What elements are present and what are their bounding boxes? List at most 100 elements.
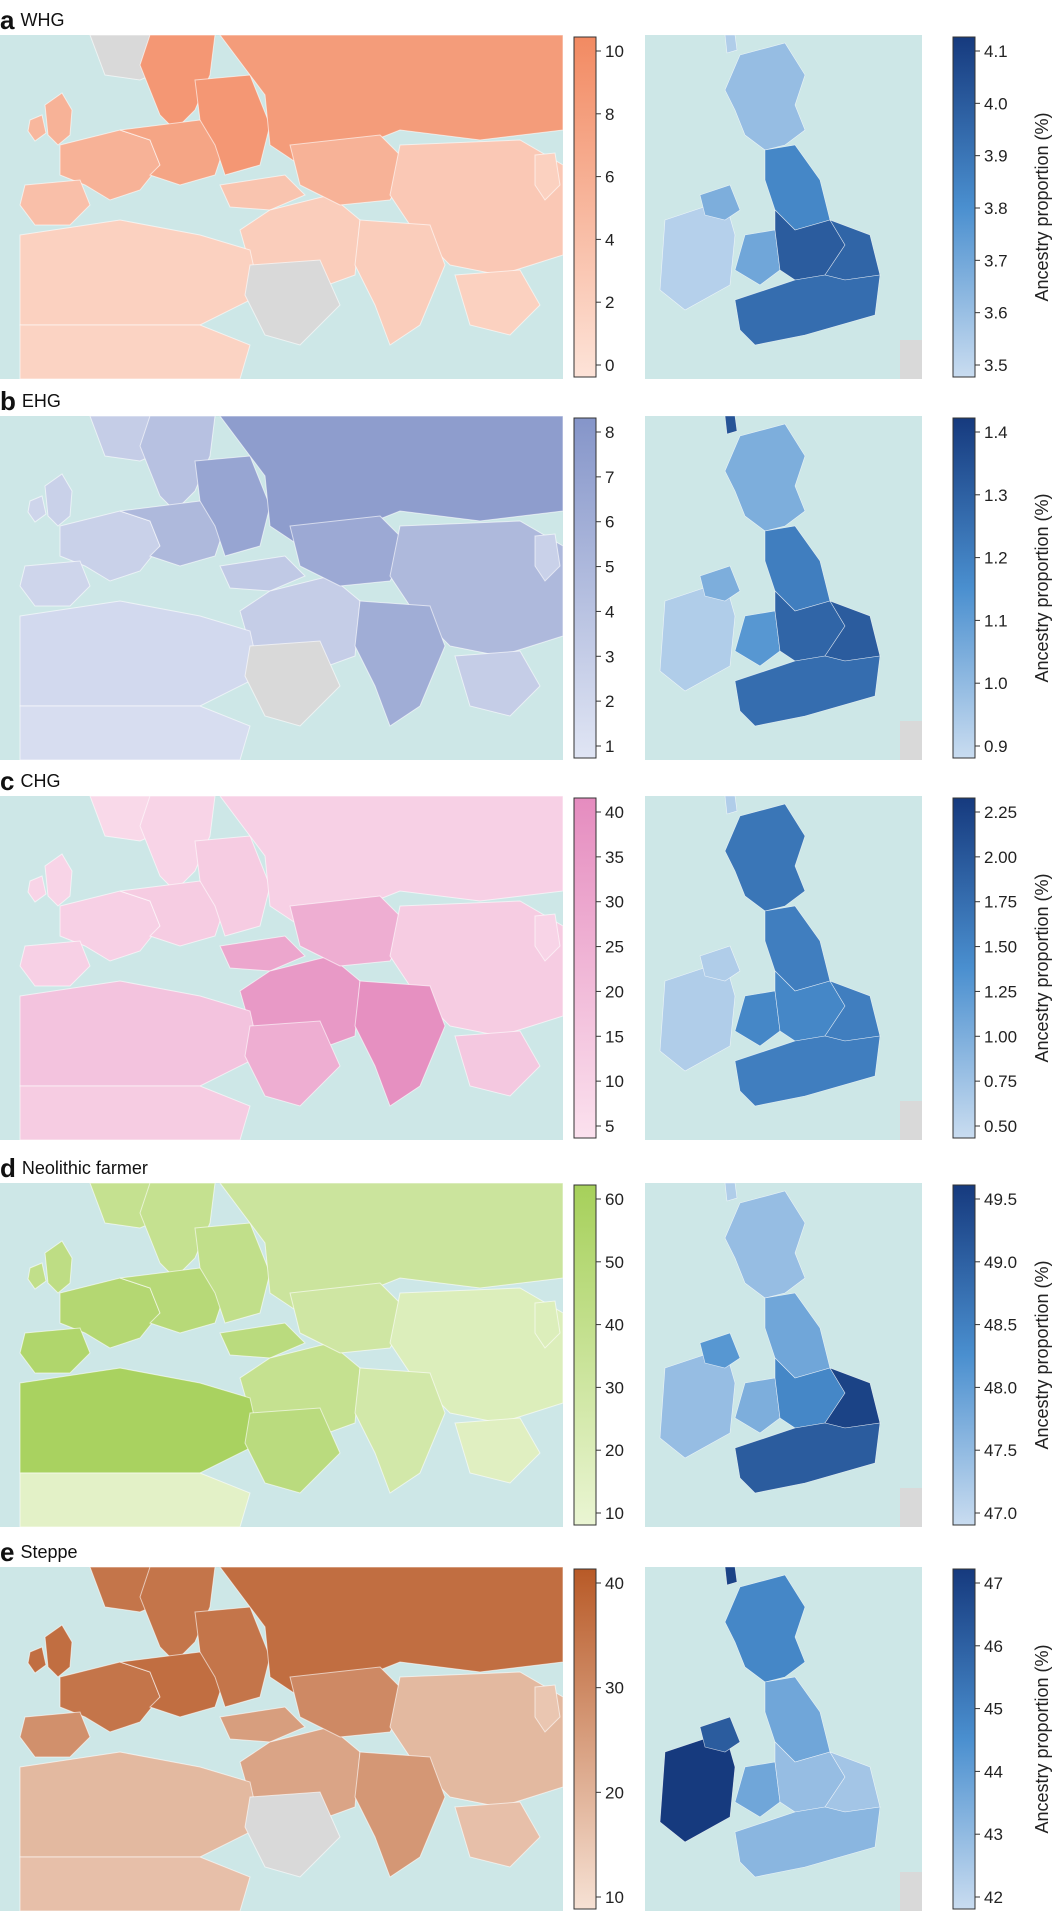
- colorbar-tick-label: 5: [605, 1117, 614, 1136]
- uk-region-wales: [734, 990, 781, 1047]
- colorbar-gradient: [573, 1568, 597, 1910]
- uk-region-nIreland: [699, 1332, 741, 1369]
- panel-letter: b: [0, 386, 16, 416]
- colorbar-tick-label: 6: [605, 168, 614, 187]
- colorbar-tick-label: 1.3: [984, 486, 1008, 505]
- region-turkey: [219, 1706, 306, 1743]
- panel-letter: c: [0, 766, 15, 796]
- panel-steppe: e Steppe 10 20 30 40 42 43 44 45 46 47 Ancestry p…: [0, 1539, 1057, 1912]
- panel-ehg: b EHG 1 2 3 4 5 6 7 8 0.9 1.0 1.1 1.2 1.3 1.4 Ancestr…: [0, 386, 1057, 761]
- region-iberia: [19, 179, 91, 226]
- colorbar-axis-label: Ancestry proportion (%): [1032, 493, 1052, 682]
- uk-region-wales: [734, 1377, 781, 1434]
- world-choropleth-map: [0, 416, 563, 760]
- region-arabia: [244, 1791, 341, 1878]
- region-centralAsia: [289, 515, 411, 587]
- uk-no-data-area: [900, 340, 922, 379]
- colorbar-tick-label: 30: [605, 1679, 624, 1698]
- region-centralAsia: [289, 1666, 411, 1738]
- region-japan: [534, 152, 561, 201]
- uk-choropleth-map: [645, 1567, 922, 1911]
- region-india: [354, 600, 446, 727]
- uk-region-scotland: [724, 1574, 806, 1683]
- region-britain: [44, 1624, 73, 1678]
- region-subAfrica: [19, 705, 251, 760]
- region-britain: [44, 1240, 73, 1294]
- world-choropleth-map: [0, 796, 563, 1140]
- uk-choropleth-map: [645, 416, 922, 760]
- world-colorbar: 1 2 3 4 5 6 7 8: [573, 417, 614, 759]
- colorbar-gradient: [952, 797, 976, 1139]
- colorbar-tick-label: 15: [605, 1027, 624, 1046]
- colorbar-tick-label: 1.25: [984, 982, 1017, 1001]
- uk-region-scotland: [724, 1190, 806, 1299]
- colorbar-tick-label: 1.50: [984, 938, 1017, 957]
- region-india: [354, 1367, 446, 1494]
- uk-region-southEngland: [734, 655, 881, 727]
- colorbar-tick-label: 1.4: [984, 423, 1008, 442]
- world-choropleth-map: [0, 1567, 563, 1911]
- panel-label: a WHG: [0, 5, 65, 35]
- region-centralAsia: [289, 134, 411, 206]
- uk-colorbar: 0.9 1.0 1.1 1.2 1.3 1.4 Ancestry proportion (%…: [952, 417, 1052, 759]
- colorbar-axis-label: Ancestry proportion (%): [1032, 1260, 1052, 1449]
- colorbar-tick-label: 2.00: [984, 848, 1017, 867]
- colorbar-gradient: [952, 36, 976, 378]
- panel-letter: a: [0, 5, 15, 35]
- uk-region-nIreland: [699, 1716, 741, 1753]
- uk-region-scotland: [724, 803, 806, 912]
- colorbar-tick-label: 10: [605, 1072, 624, 1091]
- region-subAfrica: [19, 1472, 251, 1527]
- region-iberia: [19, 940, 91, 987]
- world-choropleth-map: [0, 1183, 563, 1527]
- colorbar-tick-label: 8: [605, 423, 614, 442]
- colorbar-tick-label: 47.0: [984, 1504, 1017, 1523]
- colorbar-tick-label: 4: [605, 230, 614, 249]
- region-eastEurope: [194, 1606, 271, 1708]
- region-japan: [534, 913, 561, 962]
- region-japan: [534, 533, 561, 582]
- region-britain: [44, 473, 73, 527]
- colorbar-tick-label: 3.6: [984, 304, 1008, 323]
- region-seAsia: [454, 1030, 541, 1097]
- uk-region-shetland: [724, 1567, 738, 1586]
- world-colorbar: 5 10 15 20 25 30 35 40: [573, 797, 624, 1139]
- uk-region-scotland: [724, 423, 806, 532]
- uk-region-southEngland: [734, 274, 881, 346]
- panel-label: c CHG: [0, 766, 61, 796]
- colorbar-tick-label: 47.5: [984, 1441, 1017, 1460]
- uk-colorbar: 47.0 47.5 48.0 48.5 49.0 49.5 Ancestry proport…: [952, 1184, 1052, 1526]
- region-centralAsia: [289, 895, 411, 967]
- colorbar-tick-label: 1.75: [984, 893, 1017, 912]
- panel-neolithic-farmer: d Neolithic farmer 10 20 30 40 50 60 47.0 47.5…: [0, 1153, 1057, 1528]
- uk-choropleth-map: [645, 1183, 922, 1527]
- panel-label: d Neolithic farmer: [0, 1153, 148, 1183]
- uk-colorbar: 3.5 3.6 3.7 3.8 3.9 4.0 4.1 Ancestry proportion…: [952, 36, 1052, 378]
- region-eastEurope: [194, 1222, 271, 1324]
- colorbar-axis-label: Ancestry proportion (%): [1032, 873, 1052, 1062]
- colorbar-tick-label: 3.8: [984, 199, 1008, 218]
- uk-region-nIreland: [699, 565, 741, 602]
- colorbar-tick-label: 42: [984, 1888, 1003, 1907]
- region-eastEurope: [194, 74, 271, 176]
- uk-region-southEngland: [734, 1422, 881, 1494]
- uk-no-data-area: [900, 1872, 922, 1911]
- colorbar-tick-label: 49.5: [984, 1190, 1017, 1209]
- panel-letter: d: [0, 1153, 16, 1183]
- colorbar-tick-label: 50: [605, 1253, 624, 1272]
- region-seAsia: [454, 1417, 541, 1484]
- region-britain: [44, 92, 73, 146]
- world-colorbar: 10 20 30 40 50 60: [573, 1184, 624, 1526]
- region-ireland: [27, 114, 47, 142]
- colorbar-gradient: [573, 797, 597, 1139]
- region-india: [354, 219, 446, 346]
- panel-title: WHG: [20, 10, 65, 30]
- colorbar-tick-label: 3.5: [984, 356, 1008, 375]
- colorbar-tick-label: 25: [605, 938, 624, 957]
- panel-title: CHG: [20, 771, 61, 791]
- region-arabia: [244, 1020, 341, 1107]
- region-ireland: [27, 875, 47, 903]
- region-turkey: [219, 555, 306, 592]
- panel-label: e Steppe: [0, 1539, 78, 1565]
- colorbar-gradient: [952, 1184, 976, 1526]
